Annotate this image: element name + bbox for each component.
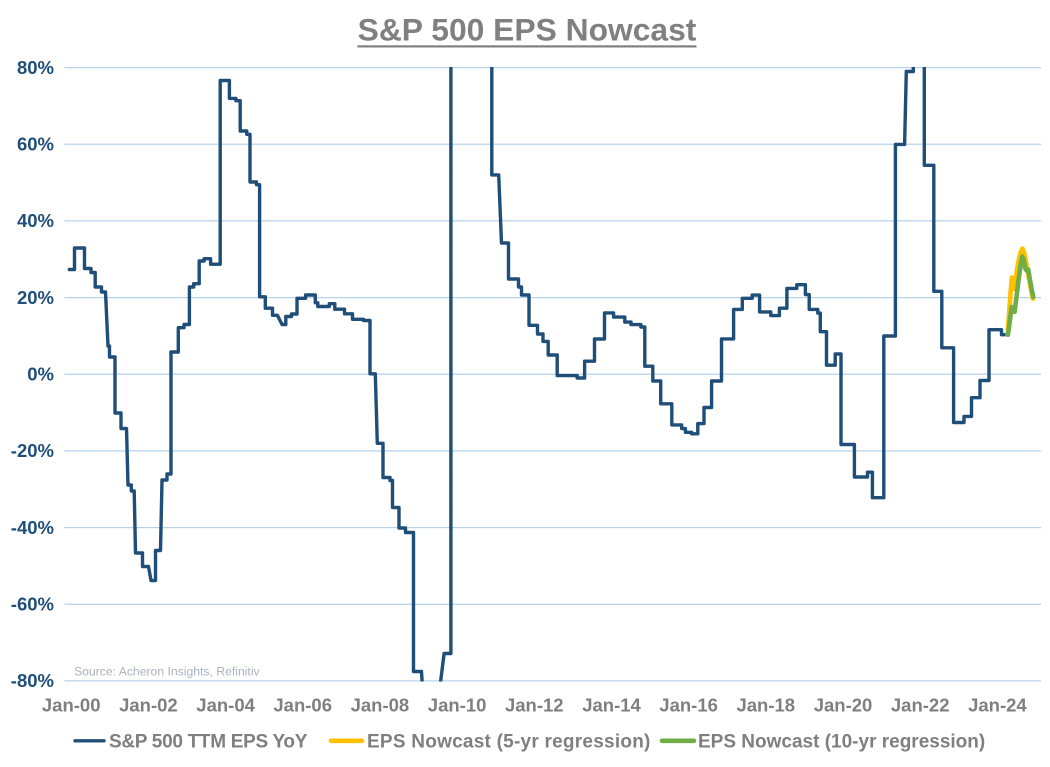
- svg-text:Jan-24: Jan-24: [968, 694, 1027, 715]
- svg-text:Jan-06: Jan-06: [273, 694, 332, 715]
- svg-text:Jan-08: Jan-08: [351, 694, 410, 715]
- svg-text:Jan-18: Jan-18: [736, 694, 795, 715]
- svg-text:40%: 40%: [17, 210, 54, 231]
- svg-text:Source: Acheron Insights, Refi: Source: Acheron Insights, Refinitiv: [74, 665, 261, 679]
- svg-text:-40%: -40%: [11, 517, 54, 538]
- svg-text:Jan-12: Jan-12: [505, 694, 564, 715]
- svg-text:Jan-02: Jan-02: [119, 694, 178, 715]
- svg-text:20%: 20%: [17, 287, 54, 308]
- svg-text:Jan-00: Jan-00: [42, 694, 101, 715]
- svg-text:80%: 80%: [17, 57, 54, 78]
- svg-text:0%: 0%: [27, 363, 54, 384]
- svg-text:Jan-04: Jan-04: [196, 694, 255, 715]
- svg-text:Jan-20: Jan-20: [814, 694, 873, 715]
- svg-text:Jan-14: Jan-14: [582, 694, 641, 715]
- svg-text:-60%: -60%: [11, 593, 54, 614]
- svg-text:S&P 500 EPS Nowcast: S&P 500 EPS Nowcast: [358, 12, 697, 48]
- svg-text:Jan-22: Jan-22: [891, 694, 950, 715]
- svg-text:-20%: -20%: [11, 440, 54, 461]
- svg-text:-80%: -80%: [11, 670, 54, 691]
- svg-text:S&P 500 TTM EPS YoY: S&P 500 TTM EPS YoY: [109, 732, 308, 753]
- svg-text:EPS Nowcast (10-yr regression): EPS Nowcast (10-yr regression): [698, 732, 985, 753]
- svg-text:60%: 60%: [17, 134, 54, 155]
- svg-text:Jan-16: Jan-16: [659, 694, 718, 715]
- svg-text:Jan-10: Jan-10: [428, 694, 487, 715]
- svg-text:EPS Nowcast (5-yr regression): EPS Nowcast (5-yr regression): [367, 732, 651, 753]
